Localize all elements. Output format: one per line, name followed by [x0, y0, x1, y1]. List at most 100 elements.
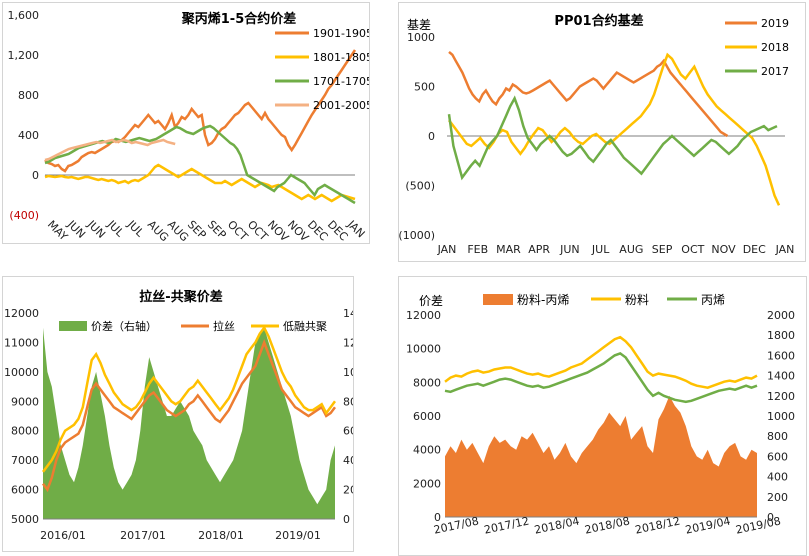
x-tick-label: 2018/12: [634, 514, 681, 536]
legend-label: 丙烯: [701, 293, 725, 307]
y-tick-label: 1000: [407, 31, 435, 44]
x-tick-label: AUG: [145, 218, 171, 243]
y-axis-label: 价差: [419, 294, 443, 308]
series-line-1901-1905: [44, 49, 357, 173]
y-tick-label-right: 600: [767, 450, 788, 463]
x-tick-label: NOV: [265, 218, 292, 243]
y-tick-label: 1,600: [8, 9, 40, 22]
y-tick-label-left: 9000: [11, 395, 39, 408]
series-line-粉料: [444, 335, 758, 389]
y-tick-label-left: 12000: [406, 309, 441, 322]
y-tick-label-left: 8000: [11, 425, 39, 438]
chart-title: 拉丝-共聚价差: [139, 289, 222, 305]
x-tick-label: JUL: [124, 217, 147, 240]
y-tick-label: 1,200: [8, 49, 40, 62]
y-tick-label-right: 2000: [767, 309, 795, 322]
legend-label: 粉料-丙烯: [517, 293, 569, 307]
y-tick-label-left: 2000: [413, 477, 441, 490]
y-tick-label-left: 7000: [11, 454, 39, 467]
y-tick-label-right: 1400: [343, 307, 353, 320]
chart-title: 聚丙烯1-5合约价差: [181, 11, 297, 27]
x-tick-label: 2018/04: [533, 514, 580, 536]
x-tick-label: SEP: [205, 218, 229, 242]
series-line-拉丝: [41, 338, 337, 493]
x-tick-label: 2019/04: [684, 514, 731, 536]
y-tick-label: 0: [32, 169, 39, 182]
x-tick-label: 2019/08: [735, 514, 782, 536]
y-tick-label-right: 400: [343, 454, 353, 467]
y-tick-label-left: 10000: [406, 343, 441, 356]
legend-label: 1701-1705: [313, 75, 369, 88]
y-tick-label-right: 800: [343, 395, 353, 408]
x-tick-label: 2018/01: [198, 529, 244, 542]
x-tick-label: NOV: [285, 218, 312, 243]
y-tick-label-right: 1400: [767, 370, 795, 383]
series-line-2017: [447, 95, 778, 181]
y-tick-label: 0: [428, 130, 435, 143]
x-tick-label: SEP: [185, 218, 209, 242]
series-line-1701-1705: [44, 124, 356, 205]
y-axis-label: 基差: [407, 18, 431, 32]
chart-panel-pp01-basis: 基差 PP01合约基差 1000 500 0 (500) (1000) JAN FEB MAR…: [398, 2, 806, 262]
legend-label: 价差（右轴）: [91, 319, 157, 333]
y-tick-label-left: 6000: [11, 484, 39, 497]
x-tick-label: SEP: [652, 243, 673, 256]
legend-label: 1801-1805: [313, 51, 369, 64]
y-tick-label-left: 11000: [4, 336, 39, 349]
legend-label: 低融共聚: [283, 320, 327, 333]
series-line-2001-2005: [44, 138, 176, 162]
x-tick-label: DEC: [743, 243, 766, 256]
y-tick-label: 500: [414, 81, 435, 94]
x-tick-label: FEB: [467, 243, 488, 256]
legend-label: 2018: [761, 41, 789, 54]
x-tick-label: 2016/01: [40, 529, 86, 542]
legend-label: 拉丝: [213, 319, 235, 333]
legend-swatch: [59, 321, 87, 331]
x-tick-label: 2018/08: [584, 514, 631, 536]
y-tick-label-right: 400: [767, 471, 788, 484]
x-tick-label: JUL: [591, 243, 610, 256]
y-tick-label: 800: [18, 89, 39, 102]
legend-label: 2001-2005: [313, 99, 369, 112]
x-tick-label: 2017/01: [120, 529, 166, 542]
series-area-价差（右轴）: [43, 327, 335, 519]
x-tick-label: MAR: [496, 243, 521, 256]
y-tick-label-left: 4000: [413, 444, 441, 457]
x-tick-label: OCT: [225, 218, 251, 243]
x-tick-label: NOV: [711, 243, 736, 256]
chart-panel-lasi-copolymer-spread: 拉丝-共聚价差 12000 11000 10000 9000 8000 7000 6000 5…: [2, 276, 354, 552]
legend-label: 2019: [761, 17, 789, 30]
y-tick-label-left: 8000: [413, 376, 441, 389]
x-tick-label: APR: [528, 243, 550, 256]
x-tick-label: 2019/01: [275, 529, 321, 542]
y-tick-label-right: 600: [343, 425, 353, 438]
y-tick-label-right: 200: [767, 491, 788, 504]
chart-pp-1-5-spread: 聚丙烯1-5合约价差 1,6001,2008004000(400)MAYJUNJ…: [8, 9, 370, 243]
x-tick-label: OCT: [245, 218, 271, 243]
y-tick-label-right: 1200: [767, 390, 795, 403]
y-tick-label-right: 1800: [767, 329, 795, 342]
series-line-2019: [448, 50, 729, 138]
chart-title: PP01合约基差: [554, 13, 643, 29]
y-tick-label-right: 800: [767, 430, 788, 443]
x-tick-label: DEC: [325, 218, 351, 243]
y-tick-label-right: 1600: [767, 349, 795, 362]
legend-swatch: [483, 294, 513, 305]
chart-panel-pp-1-5-spread: 聚丙烯1-5合约价差 1,600 1,200 800 400 0 (400) MAY JUN J…: [2, 2, 370, 244]
y-tick-label-left: 5000: [11, 513, 39, 526]
x-tick-label: JUN: [84, 217, 108, 241]
x-tick-label: DEC: [305, 218, 331, 243]
y-tick-label-right: 0: [767, 511, 774, 524]
x-tick-label: JAN: [775, 243, 795, 256]
y-tick-label-right: 1200: [343, 336, 353, 349]
x-tick-label: MAY: [45, 218, 71, 243]
x-tick-label: JAN: [437, 243, 457, 256]
y-tick-label-left: 12000: [4, 307, 39, 320]
legend-label: 1901-1905: [313, 27, 369, 40]
y-tick-label-left: 0: [434, 511, 441, 524]
series-line-低融共聚: [41, 325, 337, 473]
y-tick-label: 400: [18, 129, 39, 142]
y-tick-label-left: 6000: [413, 410, 441, 423]
y-tick-label: (500): [405, 180, 435, 193]
y-tick-label-right: 1000: [767, 410, 795, 423]
